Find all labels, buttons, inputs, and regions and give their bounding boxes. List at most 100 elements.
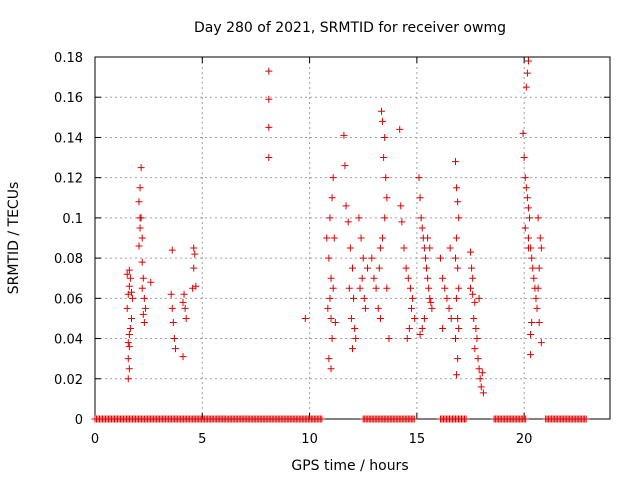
- data-point: [523, 69, 531, 77]
- data-point: [136, 214, 144, 222]
- data-point: [140, 318, 148, 326]
- data-point: [521, 224, 529, 232]
- data-point: [472, 325, 480, 332]
- data-point: [519, 129, 527, 137]
- data-point: [167, 290, 175, 298]
- data-point: [341, 162, 349, 170]
- data-point: [443, 294, 451, 302]
- data-point: [376, 314, 384, 322]
- data-point: [331, 318, 339, 326]
- data-point: [522, 83, 530, 91]
- data-point: [379, 234, 387, 242]
- data-point: [383, 194, 391, 202]
- data-point: [189, 284, 197, 292]
- data-point: [323, 234, 331, 242]
- data-point: [125, 365, 133, 373]
- data-point: [524, 57, 532, 65]
- data-point: [181, 304, 189, 312]
- data-point: [327, 274, 335, 282]
- data-point: [138, 258, 146, 266]
- data-point: [423, 264, 431, 272]
- data-point: [404, 274, 412, 282]
- data-point: [352, 335, 360, 343]
- data-point: [411, 314, 419, 322]
- data-point: [455, 214, 463, 222]
- data-point: [123, 304, 131, 312]
- data-point: [426, 294, 434, 302]
- data-point: [140, 294, 148, 302]
- data-point: [329, 284, 337, 292]
- data-point: [528, 318, 536, 326]
- data-point: [171, 345, 179, 353]
- data-point: [530, 274, 538, 282]
- data-point: [425, 284, 433, 292]
- data-point: [170, 335, 178, 343]
- data-point: [137, 164, 145, 172]
- data-point: [325, 254, 333, 262]
- data-point: [453, 294, 461, 302]
- data-point: [340, 131, 348, 139]
- y-tick-label: 0.16: [54, 91, 83, 106]
- data-point: [357, 234, 365, 242]
- data-point: [416, 194, 424, 202]
- data-point: [125, 282, 133, 290]
- data-point: [522, 184, 530, 192]
- data-point: [524, 234, 532, 242]
- data-point: [349, 264, 356, 272]
- data-point: [453, 234, 461, 242]
- data-point: [179, 298, 187, 306]
- data-point: [453, 184, 461, 192]
- data-point: [478, 369, 486, 377]
- data-point: [380, 154, 388, 162]
- y-tick-label: 0: [75, 413, 83, 428]
- data-point: [327, 365, 335, 373]
- data-point: [454, 355, 462, 363]
- data-point: [400, 244, 408, 252]
- data-point: [139, 274, 147, 282]
- data-point: [521, 174, 529, 182]
- data-point: [424, 234, 432, 242]
- data-point: [524, 204, 532, 212]
- data-point: [452, 158, 459, 166]
- y-tick-labels: 0 0.02 0.04 0.06 0.08 0.1 0.12 0.14 0.16 0.18: [54, 51, 83, 428]
- data-point: [455, 325, 463, 332]
- data-point: [125, 343, 133, 351]
- x-tick-label: 15: [409, 432, 426, 447]
- data-point: [358, 274, 366, 282]
- data-point: [374, 304, 382, 312]
- data-point: [473, 335, 481, 343]
- data-point: [418, 224, 426, 232]
- data-point: [408, 304, 416, 312]
- data-point: [383, 284, 391, 292]
- data-point: [441, 284, 449, 292]
- data-point: [375, 264, 383, 272]
- data-point: [265, 67, 273, 75]
- data-point: [467, 248, 475, 256]
- data-point: [324, 304, 332, 312]
- data-point: [420, 314, 428, 322]
- data-point: [135, 198, 143, 206]
- data-point: [534, 214, 542, 222]
- data-point: [533, 304, 541, 312]
- data-point: [125, 331, 133, 339]
- data-point: [135, 242, 143, 250]
- data-point: [421, 254, 429, 262]
- data-point: [428, 304, 436, 312]
- data-point: [402, 264, 410, 272]
- data-point: [328, 335, 336, 343]
- x-tick-labels: 0 5 10 15 20: [91, 432, 533, 447]
- data-point: [327, 314, 335, 322]
- data-point: [325, 355, 333, 363]
- data-point: [169, 318, 177, 326]
- data-point: [372, 284, 380, 292]
- data-point: [376, 244, 384, 252]
- data-point: [265, 95, 273, 103]
- data-point: [527, 331, 535, 339]
- data-point: [524, 244, 532, 252]
- data-point: [190, 244, 198, 252]
- y-tick-label: 0.06: [54, 292, 83, 307]
- zero-data-point: [582, 415, 590, 423]
- data-point: [342, 202, 350, 210]
- data-point: [345, 284, 353, 292]
